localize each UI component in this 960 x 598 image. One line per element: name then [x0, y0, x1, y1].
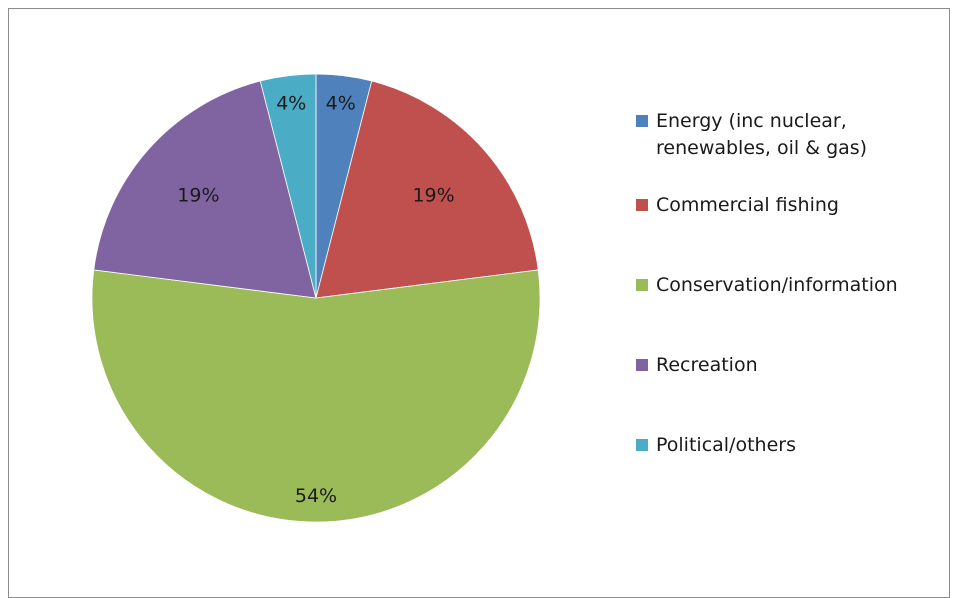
legend-label: Conservation/information	[656, 274, 898, 296]
data-label-recreation: 19%	[177, 184, 219, 206]
legend-label: Recreation	[656, 354, 758, 376]
legend-swatch	[636, 359, 648, 371]
pie-slice-commercial-fishing	[315, 80, 539, 299]
pie-data-labels: 4% 19% 54% 19% 4%	[177, 92, 454, 507]
legend-item-energy-inc-nuclear-renewables-oil-gas: Energy (inc nuclear, renewables, oil & g…	[636, 108, 867, 162]
legend-swatch	[636, 279, 648, 291]
data-label-political-others: 4%	[276, 92, 306, 114]
legend-swatch	[636, 115, 648, 127]
legend-label: Political/others	[656, 434, 796, 456]
data-label-conservation-information: 54%	[295, 485, 337, 507]
legend-item-recreation: Recreation	[636, 352, 758, 379]
legend-label: Commercial fishing	[656, 194, 839, 216]
pie-slice-recreation	[93, 80, 317, 299]
legend-label: Energy (inc nuclear, renewables, oil & g…	[656, 110, 868, 159]
legend-item-political-others: Political/others	[636, 432, 796, 459]
pie-slice-political-others	[259, 73, 317, 299]
data-label-commercial-fishing: 19%	[412, 184, 454, 206]
legend-swatch	[636, 439, 648, 451]
pie-slices	[91, 73, 541, 523]
legend-item-commercial-fishing: Commercial fishing	[636, 192, 839, 219]
data-label-energy-inc-nuclear-renewables-oil-gas: 4%	[326, 92, 356, 114]
pie-chart: 4% 19% 54% 19% 4%	[91, 73, 541, 523]
legend-item-conservation-information: Conservation/information	[636, 272, 898, 299]
legend-swatch	[636, 199, 648, 211]
pie-slice-conservation-information	[91, 269, 541, 523]
